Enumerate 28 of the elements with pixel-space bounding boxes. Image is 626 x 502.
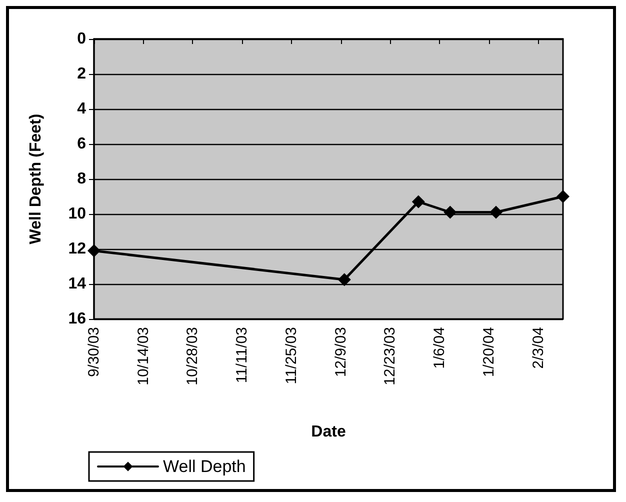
legend-label: Well Depth	[163, 457, 246, 476]
x-tick-label: 1/6/04	[431, 327, 448, 369]
y-axis-title: Well Depth (Feet)	[28, 114, 44, 244]
y-tick-label: 6	[77, 136, 86, 152]
x-tick-label: 10/14/03	[134, 327, 152, 386]
point	[338, 273, 351, 286]
x-tick-label: 2/3/04	[530, 327, 547, 369]
x-tick-label: 12/23/03	[382, 327, 399, 386]
point	[444, 206, 457, 219]
x-tick-label: 12/9/03	[332, 327, 350, 378]
y-tick-label: 10	[68, 206, 86, 222]
y-tick-label: 2	[77, 66, 86, 82]
y-tick-label: 12	[68, 240, 86, 258]
y-tick-label: 0	[77, 30, 86, 48]
x-tick-label: 9/30/03	[86, 327, 102, 378]
y-tick-label: 4	[77, 100, 86, 118]
point	[88, 244, 100, 258]
y-tick-label: 14	[68, 276, 86, 292]
x-tick-label: 1/20/04	[480, 327, 498, 378]
x-tick-label: 11/11/03	[234, 327, 251, 384]
x-axis-title: Date	[311, 424, 346, 440]
x-tick-label: 10/28/03	[184, 327, 202, 386]
y-tick-label: 8	[77, 170, 86, 188]
point	[490, 206, 502, 219]
point	[556, 190, 570, 203]
point	[412, 195, 425, 208]
x-tick-label: 11/25/03	[282, 327, 300, 384]
y-tick-label: 16	[68, 310, 86, 328]
